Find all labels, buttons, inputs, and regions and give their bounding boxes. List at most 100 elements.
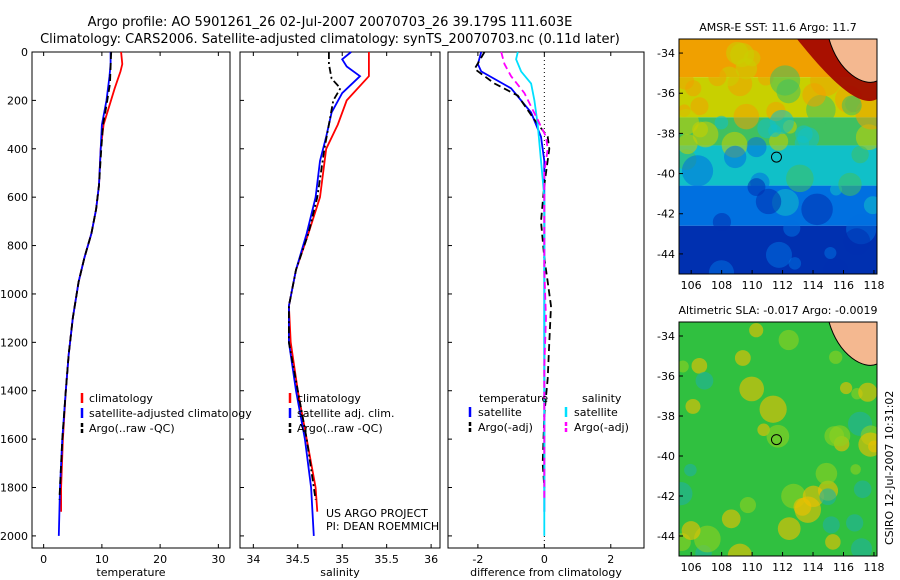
salinity-xtick-label: 36 <box>424 553 438 566</box>
sst-map-float-location-marker <box>770 151 782 163</box>
sla-map-ytick-label: -42 <box>657 490 675 503</box>
salinity-series-line-0 <box>287 52 370 512</box>
sst-map-texture <box>733 103 760 130</box>
temperature-ytick-label: 1000 <box>0 288 28 301</box>
sst-map-texture <box>723 145 747 169</box>
temperature-series-line-2 <box>58 51 113 500</box>
sla-map-texture <box>739 496 757 514</box>
sla-map-xtick-label: 110 <box>742 561 763 574</box>
sla-map-xtick-label: 108 <box>711 561 732 574</box>
sst-map-xtick-label: 116 <box>833 279 854 292</box>
sst-map-texture <box>755 188 782 215</box>
sst-map-texture <box>788 257 802 270</box>
temperature-xtick-label: 10 <box>95 553 109 566</box>
salinity-panel: 34 34.5 35 35.5 36 salinity climatology satelli… <box>239 51 441 579</box>
sst-map-ytick-label: -44 <box>657 248 675 261</box>
sst-map-texture <box>778 39 809 67</box>
sst-map-texture <box>838 172 862 197</box>
sla-map-texture <box>757 423 770 437</box>
salinity-xtick-label: 35 <box>335 553 349 566</box>
legend-entry-2: satellite <box>574 406 618 419</box>
sla-map-title: Altimetric SLA: -0.017 Argo: -0.0019 <box>679 304 878 317</box>
salinity-series-line-1 <box>288 51 362 536</box>
sst-map-texture <box>708 68 727 87</box>
salinity-xtick-label: 34.5 <box>286 553 311 566</box>
sla-map-field <box>679 322 877 556</box>
sst-map-texture <box>708 260 735 274</box>
sst-map-texture <box>757 69 774 86</box>
difference-xtick-label: -2 <box>472 553 483 566</box>
sla-map-texture <box>694 525 721 553</box>
sst-map-texture <box>802 83 826 107</box>
sst-map-texture <box>822 258 849 274</box>
sla-map-ytick-label: -40 <box>657 450 675 463</box>
sst-map-texture <box>851 145 869 164</box>
temperature-ytick-label: 600 <box>7 191 28 204</box>
temperature-ytick-label: 400 <box>7 143 28 156</box>
sst-map-field <box>679 39 877 274</box>
sst-map-title: AMSR-E SST: 11.6 Argo: 11.7 <box>699 21 857 34</box>
sst-map-xtick-label: 118 <box>863 279 884 292</box>
difference-axes-frame <box>447 51 645 549</box>
sst-map-xtick-label: 106 <box>681 279 702 292</box>
temperature-xlabel: temperature <box>96 566 165 579</box>
legend-entry-1: Argo(-adj) <box>478 421 533 434</box>
sst-map-texture <box>841 95 862 116</box>
difference-series-line-3 <box>500 51 549 500</box>
sla-map-texture <box>778 329 799 351</box>
sst-map-texture <box>783 219 801 237</box>
temperature-legend-entry-1: satellite-adjusted climatology <box>89 407 252 420</box>
salinity-xtick-label: 35.5 <box>374 553 399 566</box>
sst-map-texture <box>690 97 709 116</box>
sst-map-panel: AMSR-E SST: 11.6 Argo: 11.7 106 108 110 112 1… <box>657 21 884 292</box>
legend-header-salinity: salinity <box>582 392 622 405</box>
sst-map-xtick-label: 110 <box>742 279 763 292</box>
sla-map-xtick-label: 118 <box>863 561 884 574</box>
sla-map-ytick-label: -38 <box>657 410 675 423</box>
temperature-xtick-label: 0 <box>40 553 47 566</box>
sst-map-texture <box>692 121 709 138</box>
temperature-ytick-label: 1200 <box>0 336 28 349</box>
temperature-ytick-label: 1600 <box>0 433 28 446</box>
sla-map-xtick-label: 116 <box>833 561 854 574</box>
sla-map-ytick-label: -36 <box>657 370 675 383</box>
sst-map-texture <box>824 246 837 260</box>
temperature-ytick-label: 2000 <box>0 530 28 543</box>
sla-map-ytick-label: -34 <box>657 330 675 343</box>
sla-map-axes-frame <box>678 321 878 557</box>
temperature-xtick-label: 20 <box>153 553 167 566</box>
sla-map-texture <box>739 376 765 402</box>
sst-map-ytick-label: -42 <box>657 208 675 221</box>
legend-header-temperature: temperature <box>479 392 548 405</box>
sla-map-xtick-label: 106 <box>681 561 702 574</box>
temperature-ytick-label: 0 <box>21 46 28 59</box>
salinity-legend-entry-0: climatology <box>297 392 361 405</box>
temperature-legend-entry-0: climatology <box>89 392 153 405</box>
side-timestamp-label: CSIRO 12-Jul-2007 10:31:02 <box>883 391 896 545</box>
sla-map-float-location-marker <box>770 434 782 446</box>
sst-map-texture <box>765 241 792 268</box>
sla-map-texture <box>749 323 764 338</box>
sst-map-ytick-label: -38 <box>657 127 675 140</box>
sla-map-texture <box>759 395 787 423</box>
sst-map-xtick-label: 114 <box>803 279 824 292</box>
sst-map-axes-frame <box>678 38 878 275</box>
sst-map-texture <box>794 135 810 151</box>
legend-entry-3: Argo(-adj) <box>574 421 629 434</box>
sst-map-ytick-label: -36 <box>657 87 675 100</box>
sla-map-texture <box>829 350 843 364</box>
temperature-ytick-label: 200 <box>7 94 28 107</box>
sst-map-texture <box>681 155 714 187</box>
sst-map-texture <box>735 57 758 80</box>
sst-map-xtick-label: 112 <box>772 279 793 292</box>
sla-map-texture <box>679 482 693 506</box>
sla-map-texture <box>777 517 801 540</box>
temperature-ytick-label: 800 <box>7 240 28 253</box>
sla-map-texture <box>684 463 697 477</box>
sla-map-xtick-label: 114 <box>803 561 824 574</box>
sst-map-texture <box>679 133 698 155</box>
difference-xtick-label: 0 <box>541 553 548 566</box>
sla-map-texture <box>825 534 841 550</box>
